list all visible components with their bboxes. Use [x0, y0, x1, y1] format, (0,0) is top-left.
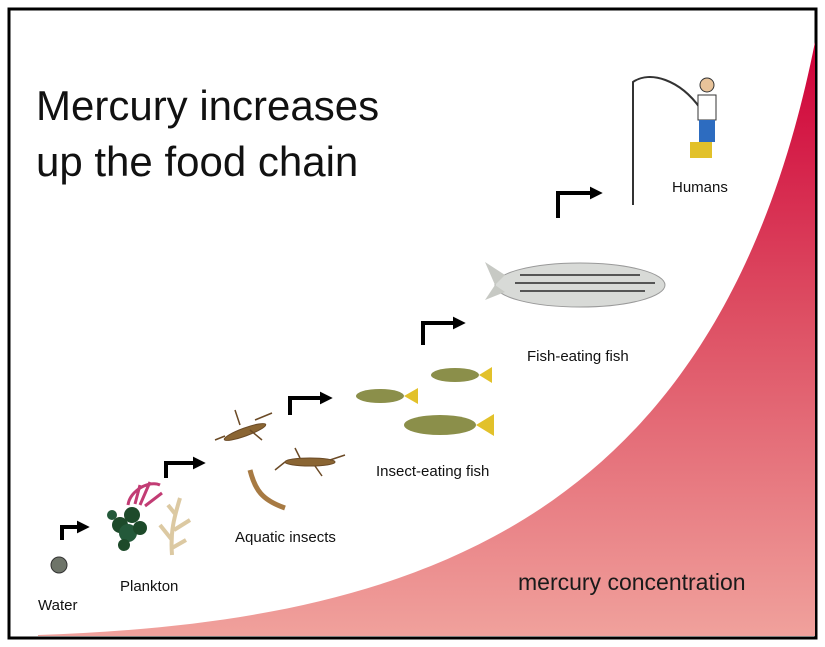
node-label: Aquatic insects [235, 529, 336, 546]
node-label: Plankton [120, 578, 178, 595]
node-label: Water [38, 597, 77, 614]
page: Mercury increases up the food chain [0, 0, 825, 647]
water-drop [51, 557, 67, 573]
curve-label: mercury concentration [518, 569, 746, 595]
node-label: Fish-eating fish [527, 348, 629, 365]
node-label: Insect-eating fish [376, 463, 489, 480]
title-line: up the food chain [36, 138, 358, 185]
node-label: Humans [672, 179, 728, 196]
title-line: Mercury increases [36, 82, 379, 129]
diagram: Mercury increases up the food chain [0, 0, 825, 647]
